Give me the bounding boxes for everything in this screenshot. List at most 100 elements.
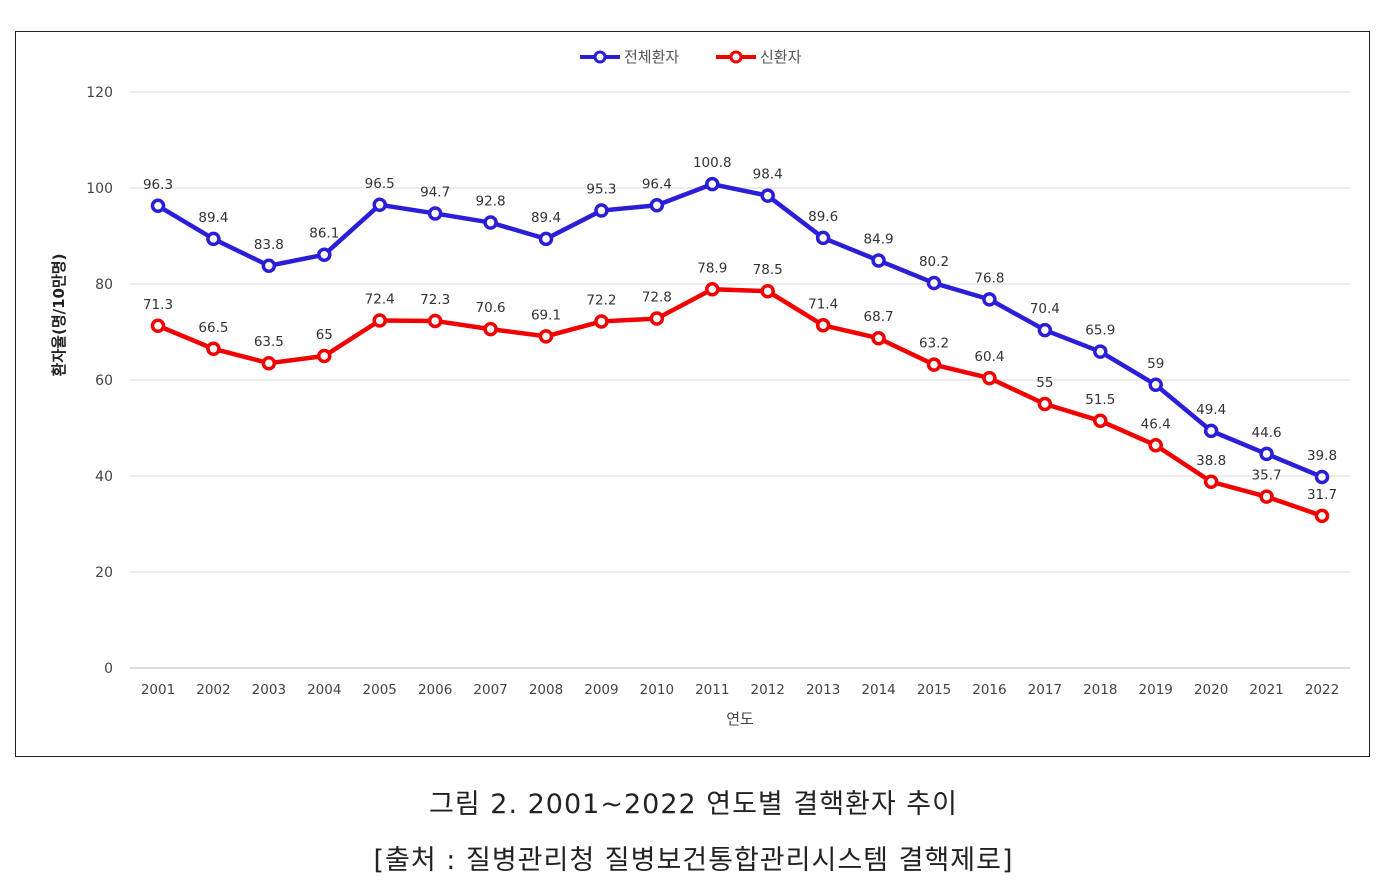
- x-tick-label: 2010: [640, 682, 674, 698]
- data-label: 86.1: [309, 226, 339, 242]
- data-point: [649, 198, 665, 213]
- data-point: [982, 370, 997, 386]
- data-point: [1314, 508, 1330, 524]
- data-point: [372, 197, 387, 213]
- data-point: [815, 318, 831, 333]
- data-label: 60.4: [974, 349, 1004, 365]
- y-tick-label: 0: [104, 661, 113, 677]
- data-label: 89.6: [808, 209, 838, 225]
- x-tick-label: 2005: [363, 682, 397, 698]
- chart-frame: [15, 31, 1370, 757]
- data-label: 94.7: [420, 184, 450, 200]
- y-axis-label: 환자율(명/10만명): [50, 254, 68, 377]
- data-point: [871, 253, 886, 268]
- data-label: 63.2: [919, 336, 949, 352]
- data-label: 92.8: [476, 194, 506, 210]
- data-point: [926, 275, 942, 291]
- data-point: [317, 247, 332, 262]
- data-point: [427, 206, 443, 221]
- x-tick-label: 2002: [196, 682, 230, 698]
- data-label: 44.6: [1252, 425, 1282, 441]
- legend-marker: [593, 50, 607, 64]
- x-tick-label: 2018: [1083, 682, 1117, 698]
- data-label: 31.7: [1307, 487, 1337, 503]
- data-point: [871, 330, 886, 346]
- data-label: 76.8: [974, 270, 1004, 286]
- data-point: [1148, 377, 1163, 393]
- x-tick-label: 2011: [695, 682, 729, 698]
- data-label: 72.2: [586, 292, 616, 308]
- data-point: [982, 292, 997, 307]
- x-tick-label: 2006: [418, 682, 452, 698]
- y-tick-label: 120: [86, 85, 113, 101]
- data-point: [1203, 474, 1219, 490]
- data-point: [705, 176, 720, 192]
- data-label: 63.5: [254, 334, 284, 350]
- x-tick-label: 2007: [473, 682, 507, 698]
- x-tick-label: 2014: [861, 682, 895, 698]
- data-label: 70.4: [1030, 301, 1060, 317]
- x-tick-label: 2019: [1139, 682, 1173, 698]
- data-label: 70.6: [476, 300, 506, 316]
- data-label: 100.8: [693, 155, 732, 171]
- x-tick-label: 2009: [584, 682, 618, 698]
- data-point: [150, 318, 166, 334]
- data-label: 51.5: [1085, 392, 1115, 408]
- data-point: [538, 329, 554, 344]
- data-point: [1037, 322, 1053, 338]
- data-label: 55: [1036, 375, 1053, 391]
- x-tick-label: 2004: [307, 682, 341, 698]
- data-label: 89.4: [198, 210, 228, 226]
- x-tick-label: 2001: [141, 682, 175, 698]
- data-point: [760, 188, 775, 203]
- y-tick-label: 60: [95, 373, 113, 389]
- data-point: [1037, 396, 1053, 412]
- x-tick-label: 2021: [1249, 682, 1283, 698]
- data-point: [150, 198, 166, 214]
- series-line-0: [156, 181, 1323, 480]
- y-tick-label: 80: [95, 277, 113, 293]
- x-tick-label: 2016: [972, 682, 1006, 698]
- data-point: [206, 231, 221, 247]
- data-label: 72.8: [642, 290, 672, 306]
- data-point: [1259, 489, 1274, 504]
- data-label: 78.9: [697, 260, 727, 276]
- data-point: [1203, 423, 1219, 439]
- line-chart: 0 20 40 60 80 100 120 2001 2002 2003 2004 2005 2006 2…: [50, 48, 1350, 728]
- data-point: [317, 348, 332, 364]
- x-tick-label: 2017: [1028, 682, 1062, 698]
- data-point: [261, 355, 277, 371]
- data-label: 95.3: [586, 182, 616, 198]
- data-label: 80.2: [919, 254, 949, 270]
- data-point: [1148, 438, 1163, 453]
- data-label: 72.3: [420, 292, 450, 308]
- legend-marker: [729, 50, 743, 64]
- data-label: 89.4: [531, 210, 561, 226]
- data-point: [261, 258, 277, 274]
- data-label: 38.8: [1196, 453, 1226, 469]
- data-point: [1093, 413, 1108, 429]
- data-point: [705, 282, 720, 297]
- data-point: [926, 357, 942, 372]
- data-label: 39.8: [1307, 448, 1337, 464]
- y-tick-label: 20: [95, 565, 113, 581]
- data-label: 98.4: [753, 167, 783, 183]
- data-point: [538, 231, 554, 247]
- data-label: 69.1: [531, 307, 561, 323]
- data-point: [427, 313, 443, 329]
- x-tick-label: 2003: [252, 682, 286, 698]
- data-label: 96.4: [642, 176, 672, 192]
- data-point: [206, 341, 221, 357]
- data-point: [649, 311, 665, 326]
- x-tick-label: 2020: [1194, 682, 1228, 698]
- x-tick-label: 2008: [529, 682, 563, 698]
- x-tick-label: 2015: [917, 682, 951, 698]
- x-axis-label: 연도: [726, 710, 754, 728]
- data-point: [1259, 446, 1274, 462]
- data-label: 65.9: [1085, 323, 1115, 339]
- x-tick-label: 2013: [806, 682, 840, 698]
- figure-caption: 그림 2. 2001~2022 연도별 결핵환자 추이: [429, 789, 958, 820]
- legend-label-1: 신환자: [760, 48, 802, 66]
- y-tick-label: 40: [95, 469, 113, 485]
- data-label: 78.5: [753, 262, 783, 278]
